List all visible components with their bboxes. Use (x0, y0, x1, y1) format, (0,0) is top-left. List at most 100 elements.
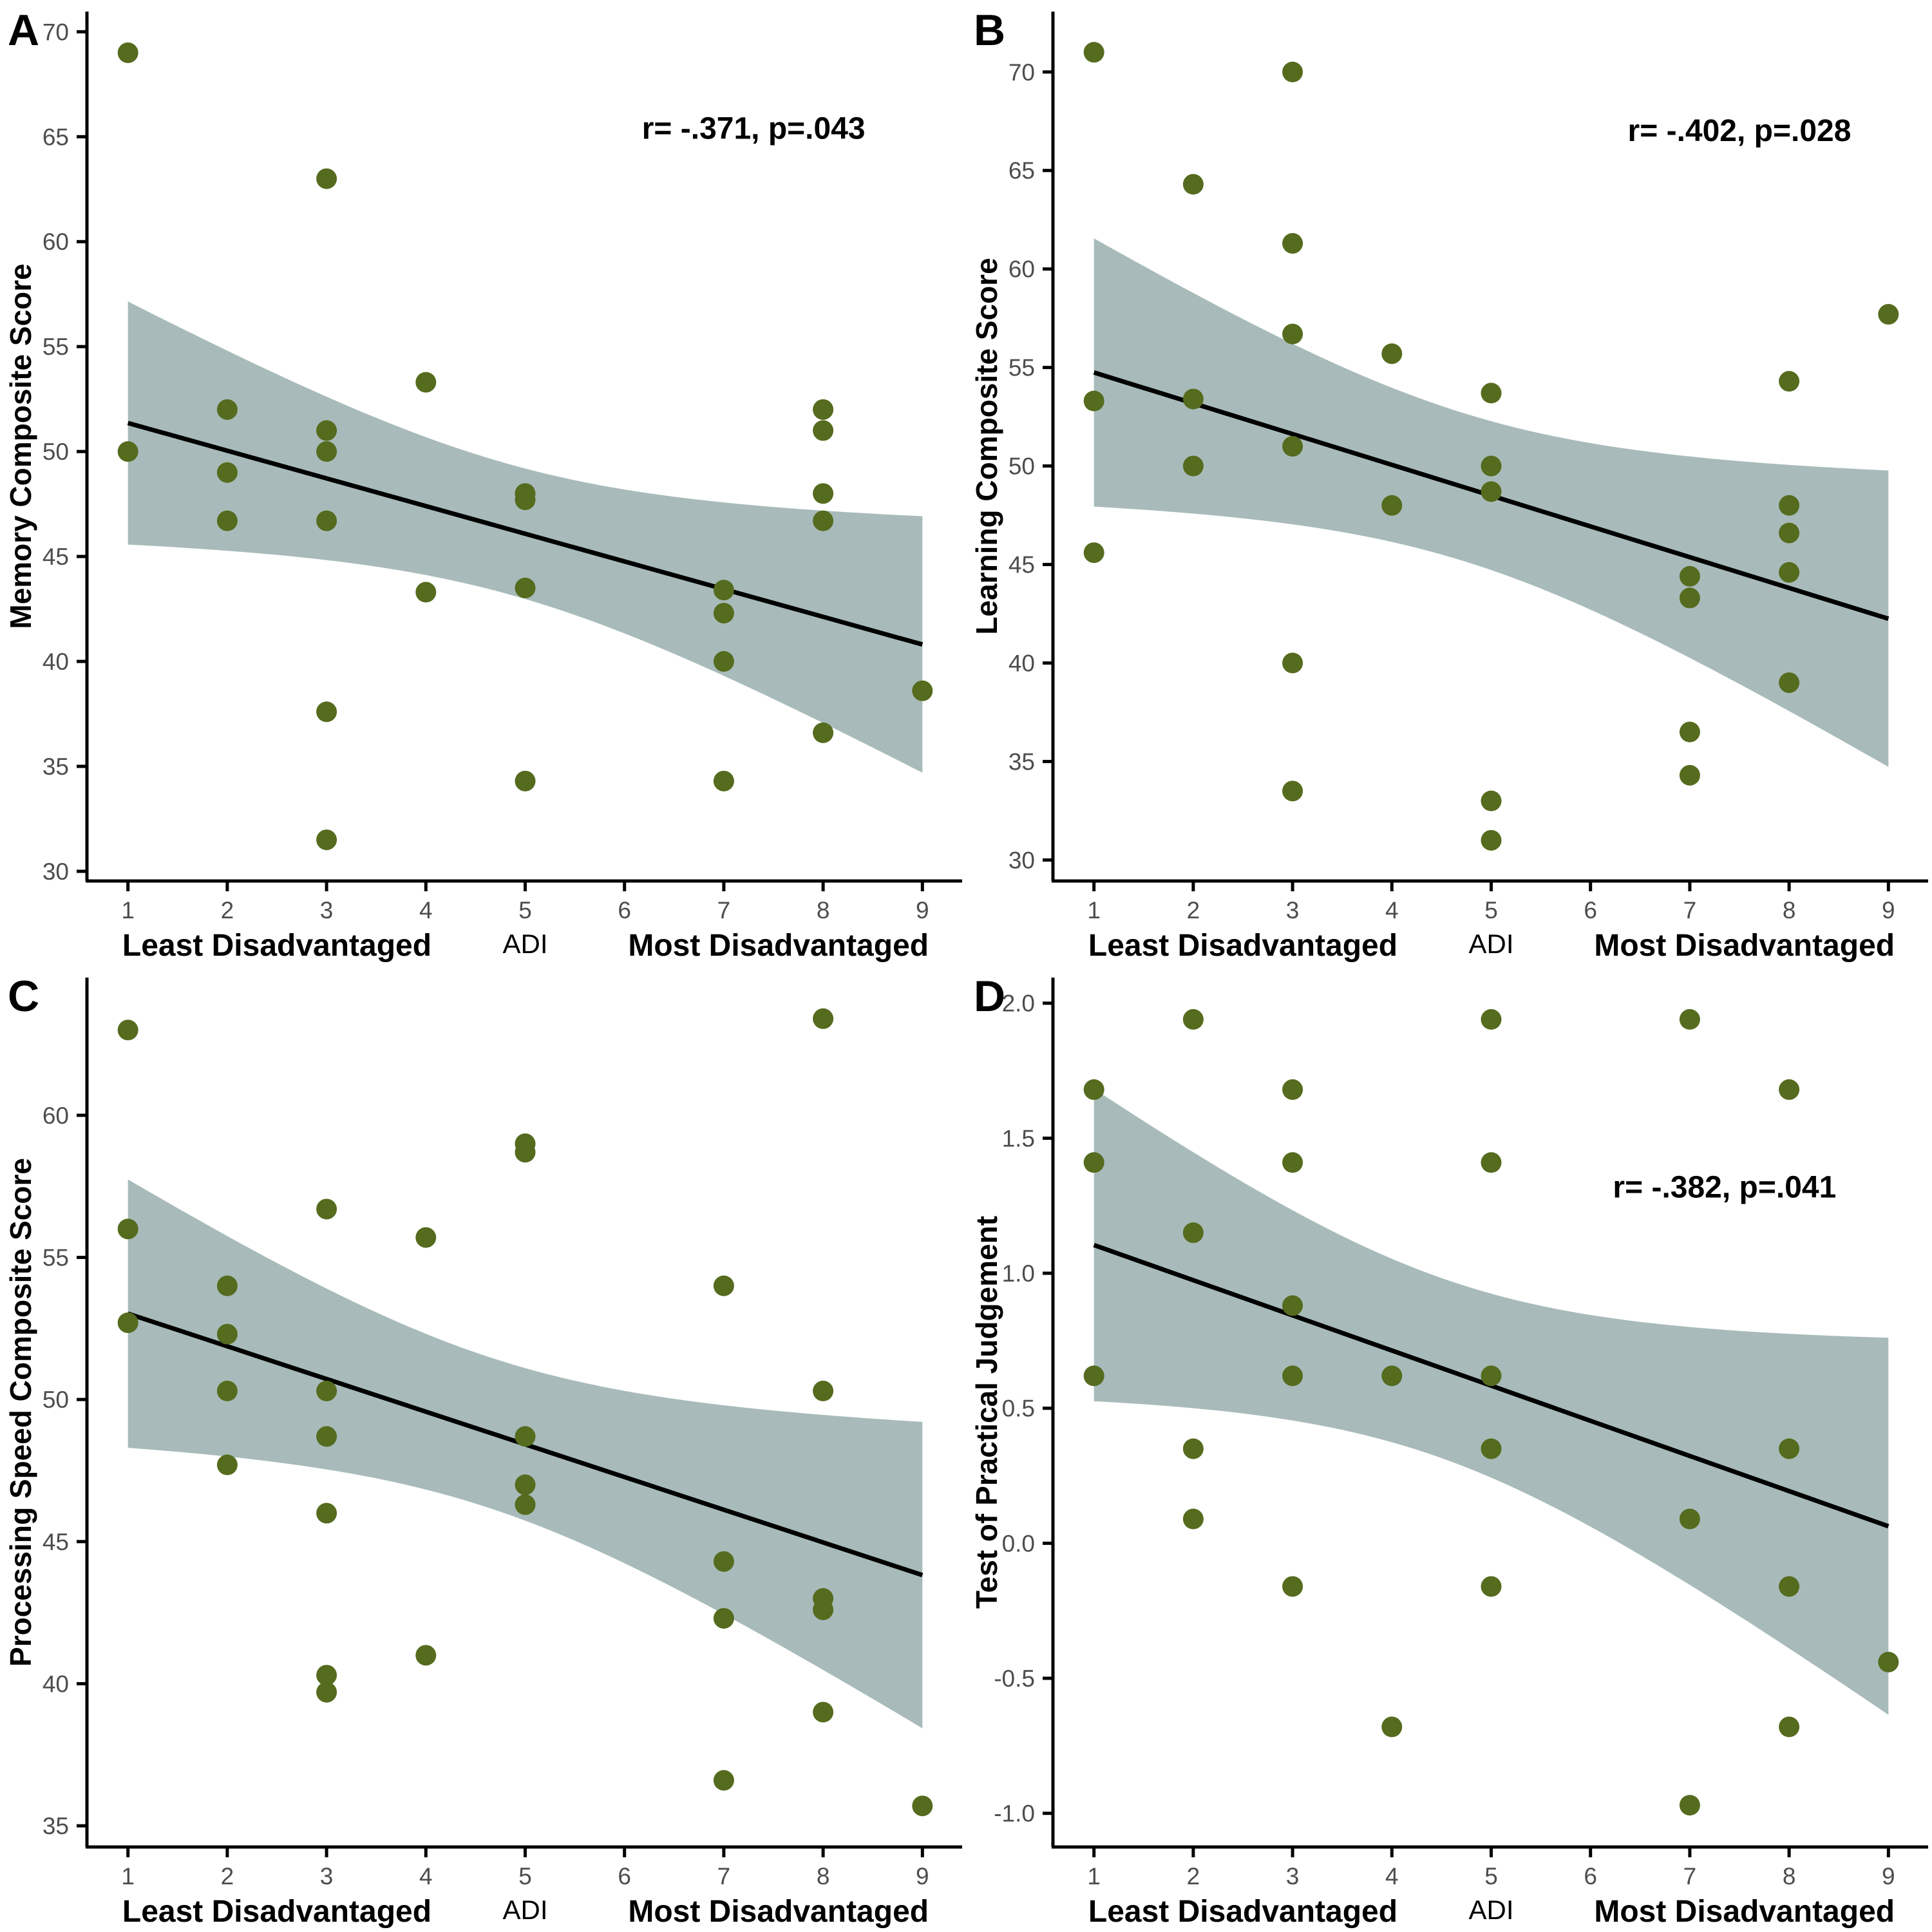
x-axis-label-least-disadvantaged: Least Disadvantaged (1088, 929, 1397, 963)
data-point (1779, 1576, 1800, 1597)
x-tick-label: 7 (717, 897, 731, 923)
y-tick-label: 45 (43, 1529, 69, 1555)
y-tick-label: 2.0 (1002, 990, 1035, 1017)
y-tick-label: 40 (43, 1671, 69, 1697)
data-point (515, 1142, 536, 1163)
data-point (1182, 174, 1204, 195)
y-tick-label: 35 (43, 753, 69, 780)
y-axis-title: Processing Speed Composite Score (4, 1158, 37, 1667)
data-points (117, 1008, 933, 1817)
panel-letter: D (974, 972, 1005, 1021)
data-point (1282, 1365, 1303, 1387)
data-point (1282, 652, 1303, 674)
data-point (1481, 1365, 1502, 1387)
data-point (1182, 1508, 1204, 1530)
data-point (316, 1380, 337, 1401)
x-tick-label: 1 (1087, 897, 1101, 923)
x-tick-label: 7 (1683, 1863, 1697, 1889)
data-point (216, 1275, 238, 1296)
data-point (1481, 383, 1502, 404)
y-tick-label: -1.0 (994, 1801, 1035, 1827)
data-point (316, 829, 337, 851)
data-points (117, 42, 933, 851)
x-tick-label: 8 (1783, 897, 1796, 923)
data-point (1679, 1508, 1700, 1530)
data-point (316, 1426, 337, 1447)
x-axis-label-most-disadvantaged: Most Disadvantaged (1594, 1895, 1895, 1929)
data-point (316, 1665, 337, 1686)
y-tick-label: 50 (1009, 453, 1035, 480)
data-point (316, 701, 337, 723)
scatter-chart-practical-judgement: -1.0 -0.5 0.0 0.5 1.0 1.5 2.0 1 2 3 4 5 6 7 8 9 Least Di… (966, 966, 1932, 1932)
data-point (1779, 672, 1800, 694)
data-point (316, 1502, 337, 1524)
correlation-annotation: r= -.382, p=.041 (1613, 1171, 1836, 1205)
data-point (515, 1494, 536, 1515)
x-tick-label: 2 (1187, 1863, 1200, 1889)
panel-letter: A (8, 6, 39, 55)
x-axis-label-most-disadvantaged: Most Disadvantaged (628, 1895, 929, 1929)
x-tick-label: 6 (618, 897, 631, 923)
data-point (813, 722, 834, 743)
y-tick-label: 45 (43, 544, 69, 570)
data-point (515, 577, 536, 598)
x-tick-label: 9 (916, 1863, 929, 1889)
data-point (316, 1681, 337, 1703)
y-axis-title: Test of Practical Judgement (970, 1216, 1003, 1609)
data-point (813, 399, 834, 420)
data-point (1878, 304, 1899, 325)
y-tick-label: 55 (43, 334, 69, 360)
data-points (1083, 1009, 1899, 1816)
x-tick-label: 9 (1882, 897, 1895, 923)
data-point (1481, 790, 1502, 811)
y-axis-title: Memory Composite Score (4, 263, 37, 629)
x-axis-ticks: 1 2 3 4 5 6 7 8 9 (121, 882, 929, 923)
data-point (713, 1770, 734, 1791)
data-point (1381, 1716, 1403, 1738)
data-point (117, 1218, 138, 1240)
y-tick-label: 65 (43, 124, 69, 150)
data-point (713, 1607, 734, 1629)
data-point (1481, 481, 1502, 502)
panel-letter: C (8, 972, 39, 1021)
data-point (1779, 562, 1800, 583)
y-axis-ticks: 30 35 40 45 50 55 60 65 70 (43, 19, 86, 885)
y-tick-label: 40 (1009, 650, 1035, 677)
data-point (1282, 232, 1303, 254)
data-point (1779, 1438, 1800, 1459)
x-tick-label: 8 (817, 897, 830, 923)
data-point (912, 1795, 933, 1817)
correlation-annotation: r= -.402, p=.028 (1628, 114, 1852, 148)
data-point (216, 399, 238, 420)
data-point (216, 1380, 238, 1401)
data-point (1878, 1651, 1899, 1672)
data-point (1381, 1365, 1403, 1387)
y-tick-label: -0.5 (994, 1665, 1035, 1692)
data-point (1679, 1009, 1700, 1030)
regression-line (127, 421, 923, 647)
x-tick-label: 1 (121, 897, 135, 923)
y-tick-label: 55 (43, 1244, 69, 1271)
y-tick-label: 35 (43, 1813, 69, 1839)
panel-letter: B (974, 6, 1005, 55)
data-point (813, 1380, 834, 1401)
data-point (912, 680, 933, 701)
x-axis-label-least-disadvantaged: Least Disadvantaged (1088, 1895, 1397, 1929)
data-point (1779, 1716, 1800, 1738)
data-point (216, 1454, 238, 1475)
data-point (1182, 1222, 1204, 1244)
x-axis-label-most-disadvantaged: Most Disadvantaged (1594, 929, 1895, 963)
y-tick-label: 50 (43, 439, 69, 465)
y-tick-label: 70 (1009, 59, 1035, 86)
data-point (117, 441, 138, 462)
data-point (316, 168, 337, 189)
data-point (1481, 1438, 1502, 1459)
data-point (813, 483, 834, 504)
y-tick-label: 30 (1009, 847, 1035, 873)
y-tick-label: 45 (1009, 552, 1035, 578)
x-axis-label-least-disadvantaged: Least Disadvantaged (122, 929, 431, 963)
x-tick-label: 6 (1584, 1863, 1597, 1889)
data-point (216, 1323, 238, 1345)
data-point (316, 510, 337, 531)
